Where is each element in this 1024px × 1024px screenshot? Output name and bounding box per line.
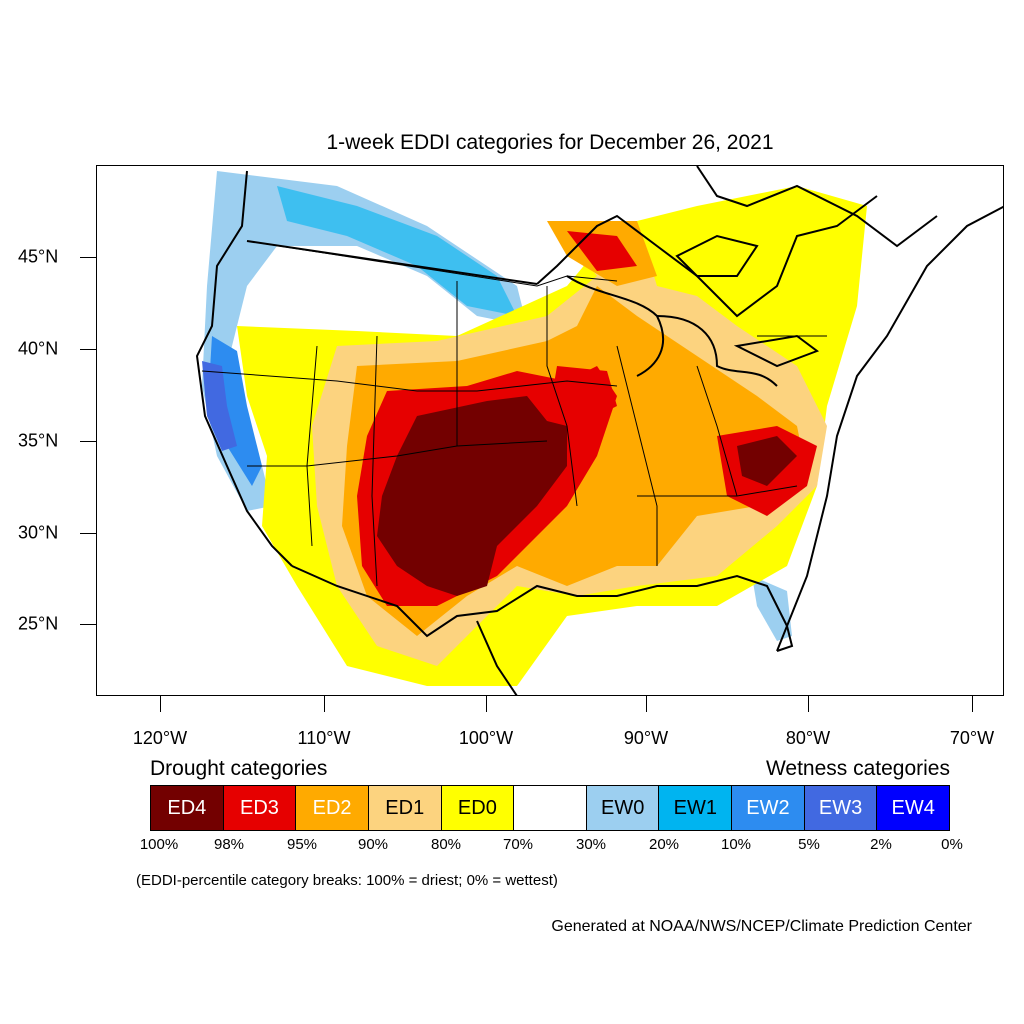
legend-cell-ed4: ED4 [151, 786, 224, 830]
legend-cell-ed2: ED2 [296, 786, 369, 830]
break-label: 98% [213, 836, 245, 853]
category-legend: ED4 ED3 ED2 ED1 ED0 EW0 EW1 EW2 EW3 EW4 [150, 785, 950, 831]
ed4-region-nc [737, 436, 797, 486]
ed4-region [377, 396, 567, 596]
break-label: 95% [286, 836, 318, 853]
coastlines [195, 166, 1003, 695]
legend-cell-ew4: EW4 [877, 786, 950, 830]
wet-region-florida [752, 576, 792, 641]
break-label: 10% [720, 836, 752, 853]
percentile-note: (EDDI-percentile category breaks: 100% =… [136, 872, 558, 889]
ed3-region-north [567, 231, 637, 271]
break-label: 20% [648, 836, 680, 853]
legend-cell-ed1: ED1 [368, 786, 442, 830]
lat-label-25: 25°N [18, 613, 59, 634]
lon-tick [972, 696, 973, 712]
lon-tick [646, 696, 647, 712]
lon-label-100: 100°W [458, 728, 514, 748]
lat-label-30: 30°N [18, 522, 59, 543]
lon-tick [808, 696, 809, 712]
break-label: 90% [357, 836, 389, 853]
lat-label-45: 45°N [18, 246, 59, 267]
lon-label-120: 120°W [132, 728, 188, 748]
drought-heading: Drought categories [150, 757, 328, 780]
lon-label-110: 110°W [297, 728, 351, 748]
eddi-map [192, 166, 1003, 695]
lon-label-90: 90°W [623, 728, 669, 748]
lat-label-40: 40°N [18, 338, 59, 359]
legend-cell-ew3: EW3 [804, 786, 878, 830]
lat-tick [80, 349, 96, 350]
legend-cell-ew2: EW2 [732, 786, 805, 830]
legend-cell-ew0: EW0 [586, 786, 660, 830]
map-panel [96, 165, 1004, 696]
lat-tick [80, 624, 96, 625]
break-label: 70% [502, 836, 534, 853]
map-title: 1-week EDDI categories for December 26, … [326, 131, 774, 154]
boundaries [201, 240, 827, 587]
wet-region-west-core [202, 361, 237, 451]
break-label: 5% [798, 836, 820, 853]
break-label: 80% [430, 836, 462, 853]
lat-label-35: 35°N [18, 430, 59, 451]
credit-line: Generated at NOAA/NWS/NCEP/Climate Predi… [551, 918, 972, 935]
lat-tick [80, 257, 96, 258]
lat-tick [80, 533, 96, 534]
legend-cell-neutral [514, 786, 587, 830]
break-label: 100% [139, 836, 179, 853]
legend-cell-ed3: ED3 [223, 786, 297, 830]
legend-cell-ew1: EW1 [659, 786, 733, 830]
lon-tick [324, 696, 325, 712]
lon-tick [486, 696, 487, 712]
break-label: 30% [575, 836, 607, 853]
lat-tick [80, 441, 96, 442]
break-label: 0% [941, 836, 963, 853]
legend-cell-ed0: ED0 [441, 786, 515, 830]
break-label: 2% [870, 836, 892, 853]
lon-label-80: 80°W [785, 728, 831, 748]
lon-tick [160, 696, 161, 712]
wetness-heading: Wetness categories [765, 757, 950, 780]
lon-label-70: 70°W [949, 728, 995, 748]
